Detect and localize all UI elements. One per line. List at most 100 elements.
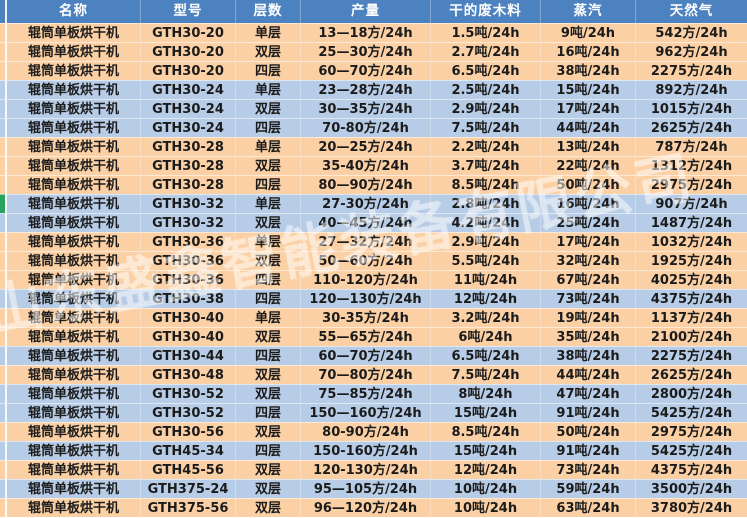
cell-name[interactable]: 辊筒单板烘干机 bbox=[5, 346, 140, 365]
cell-model[interactable]: GTH30-24 bbox=[140, 80, 235, 99]
cell-gas[interactable]: 5425方/24h bbox=[635, 441, 747, 460]
cell-layers[interactable]: 双层 bbox=[235, 422, 300, 441]
table-row[interactable]: 辊筒单板烘干机 GTH30-24 单层 23—28方/24h 2.5吨/24h 15吨/2… bbox=[0, 80, 747, 99]
cell-layers[interactable]: 双层 bbox=[235, 479, 300, 498]
table-row[interactable]: 辊筒单板烘干机 GTH30-48 双层 70—80方/24h 7.5吨/24h 44吨/2… bbox=[0, 365, 747, 384]
cell-layers[interactable]: 四层 bbox=[235, 289, 300, 308]
cell-waste[interactable]: 15吨/24h bbox=[430, 403, 540, 422]
cell-gas[interactable]: 2275方/24h bbox=[635, 346, 747, 365]
cell-output[interactable]: 120—130方/24h bbox=[300, 289, 430, 308]
table-row[interactable]: 辊筒单板烘干机 GTH30-32 双层 40—45方/24h 4.2吨/24h 25吨/2… bbox=[0, 213, 747, 232]
table-row[interactable]: 辊筒单板烘干机 GTH30-36 四层 110-120方/24h 11吨/24h 67吨/… bbox=[0, 270, 747, 289]
cell-name[interactable]: 辊筒单板烘干机 bbox=[5, 23, 140, 42]
cell-waste[interactable]: 3.7吨/24h bbox=[430, 156, 540, 175]
cell-name[interactable]: 辊筒单板烘干机 bbox=[5, 289, 140, 308]
cell-output[interactable]: 95—105方/24h bbox=[300, 479, 430, 498]
table-row[interactable]: 辊筒单板烘干机 GTH30-36 双层 50—60方/24h 5.5吨/24h 32吨/2… bbox=[0, 251, 747, 270]
cell-gas[interactable]: 907方/24h bbox=[635, 194, 747, 213]
cell-name[interactable]: 辊筒单板烘干机 bbox=[5, 175, 140, 194]
cell-waste[interactable]: 2.7吨/24h bbox=[430, 42, 540, 61]
cell-name[interactable]: 辊筒单板烘干机 bbox=[5, 99, 140, 118]
cell-output[interactable]: 80-90方/24h bbox=[300, 422, 430, 441]
cell-steam[interactable]: 67吨/24h bbox=[540, 270, 635, 289]
table-row[interactable]: 辊筒单板烘干机 GTH30-20 单层 13—18方/24h 1.5吨/24h 9吨/24… bbox=[0, 23, 747, 42]
cell-layers[interactable]: 单层 bbox=[235, 23, 300, 42]
cell-output[interactable]: 30-35方/24h bbox=[300, 308, 430, 327]
cell-layers[interactable]: 双层 bbox=[235, 99, 300, 118]
cell-gas[interactable]: 1487方/24h bbox=[635, 213, 747, 232]
cell-output[interactable]: 150—160方/24h bbox=[300, 403, 430, 422]
cell-name[interactable]: 辊筒单板烘干机 bbox=[5, 194, 140, 213]
cell-layers[interactable]: 四层 bbox=[235, 61, 300, 80]
cell-name[interactable]: 辊筒单板烘干机 bbox=[5, 251, 140, 270]
cell-gas[interactable]: 1312方/24h bbox=[635, 156, 747, 175]
cell-gas[interactable]: 787方/24h bbox=[635, 137, 747, 156]
cell-name[interactable]: 辊筒单板烘干机 bbox=[5, 42, 140, 61]
cell-layers[interactable]: 双层 bbox=[235, 156, 300, 175]
cell-steam[interactable]: 35吨/24h bbox=[540, 327, 635, 346]
cell-output[interactable]: 80—90方/24h bbox=[300, 175, 430, 194]
cell-model[interactable]: GTH30-32 bbox=[140, 213, 235, 232]
cell-output[interactable]: 23—28方/24h bbox=[300, 80, 430, 99]
cell-layers[interactable]: 双层 bbox=[235, 365, 300, 384]
cell-gas[interactable]: 4375方/24h bbox=[635, 460, 747, 479]
cell-steam[interactable]: 50吨/24h bbox=[540, 175, 635, 194]
cell-gas[interactable]: 2625方/24h bbox=[635, 365, 747, 384]
cell-steam[interactable]: 73吨/24h bbox=[540, 289, 635, 308]
cell-gas[interactable]: 5425方/24h bbox=[635, 403, 747, 422]
header-cell-steam[interactable]: 蒸汽 bbox=[540, 0, 635, 23]
header-cell-output[interactable]: 产量 bbox=[300, 0, 430, 23]
table-row[interactable]: 辊筒单板烘干机 GTH45-34 四层 150-160方/24h 15吨/24h 91吨/… bbox=[0, 441, 747, 460]
cell-waste[interactable]: 15吨/24h bbox=[430, 441, 540, 460]
cell-name[interactable]: 辊筒单板烘干机 bbox=[5, 308, 140, 327]
table-row[interactable]: 辊筒单板烘干机 GTH30-40 单层 30-35方/24h 3.2吨/24h 19吨/2… bbox=[0, 308, 747, 327]
cell-steam[interactable]: 50吨/24h bbox=[540, 422, 635, 441]
cell-gas[interactable]: 2800方/24h bbox=[635, 384, 747, 403]
cell-steam[interactable]: 19吨/24h bbox=[540, 308, 635, 327]
cell-output[interactable]: 27—32方/24h bbox=[300, 232, 430, 251]
cell-model[interactable]: GTH30-36 bbox=[140, 232, 235, 251]
table-row[interactable]: 辊筒单板烘干机 GTH30-24 四层 70-80方/24h 7.5吨/24h 44吨/2… bbox=[0, 118, 747, 137]
cell-waste[interactable]: 1.5吨/24h bbox=[430, 23, 540, 42]
cell-model[interactable]: GTH30-20 bbox=[140, 23, 235, 42]
cell-steam[interactable]: 44吨/24h bbox=[540, 365, 635, 384]
cell-model[interactable]: GTH30-36 bbox=[140, 270, 235, 289]
table-row[interactable]: 辊筒单板烘干机 GTH30-52 双层 75—85方/24h 8吨/24h 47吨/24h… bbox=[0, 384, 747, 403]
cell-layers[interactable]: 四层 bbox=[235, 118, 300, 137]
cell-model[interactable]: GTH30-40 bbox=[140, 308, 235, 327]
cell-name[interactable]: 辊筒单板烘干机 bbox=[5, 232, 140, 251]
cell-model[interactable]: GTH30-56 bbox=[140, 422, 235, 441]
cell-output[interactable]: 96—120方/24h bbox=[300, 498, 430, 517]
cell-gas[interactable]: 542方/24h bbox=[635, 23, 747, 42]
cell-steam[interactable]: 17吨/24h bbox=[540, 99, 635, 118]
cell-name[interactable]: 辊筒单板烘干机 bbox=[5, 270, 140, 289]
cell-waste[interactable]: 8.5吨/24h bbox=[430, 422, 540, 441]
cell-gas[interactable]: 3780方/24h bbox=[635, 498, 747, 517]
cell-gas[interactable]: 1925方/24h bbox=[635, 251, 747, 270]
cell-steam[interactable]: 16吨/24h bbox=[540, 42, 635, 61]
cell-model[interactable]: GTH30-24 bbox=[140, 99, 235, 118]
cell-waste[interactable]: 5.5吨/24h bbox=[430, 251, 540, 270]
cell-output[interactable]: 60—70方/24h bbox=[300, 61, 430, 80]
cell-model[interactable]: GTH45-34 bbox=[140, 441, 235, 460]
cell-steam[interactable]: 59吨/24h bbox=[540, 479, 635, 498]
cell-waste[interactable]: 12吨/24h bbox=[430, 460, 540, 479]
header-cell-layers[interactable]: 层数 bbox=[235, 0, 300, 23]
cell-name[interactable]: 辊筒单板烘干机 bbox=[5, 213, 140, 232]
cell-waste[interactable]: 6吨/24h bbox=[430, 327, 540, 346]
cell-name[interactable]: 辊筒单板烘干机 bbox=[5, 61, 140, 80]
cell-output[interactable]: 27-30方/24h bbox=[300, 194, 430, 213]
cell-layers[interactable]: 四层 bbox=[235, 270, 300, 289]
cell-name[interactable]: 辊筒单板烘干机 bbox=[5, 156, 140, 175]
cell-model[interactable]: GTH30-32 bbox=[140, 194, 235, 213]
cell-model[interactable]: GTH30-40 bbox=[140, 327, 235, 346]
cell-steam[interactable]: 91吨/24h bbox=[540, 403, 635, 422]
table-row[interactable]: 辊筒单板烘干机 GTH30-20 四层 60—70方/24h 6.5吨/24h 38吨/2… bbox=[0, 61, 747, 80]
cell-waste[interactable]: 2.8吨/24h bbox=[430, 194, 540, 213]
cell-layers[interactable]: 双层 bbox=[235, 327, 300, 346]
cell-model[interactable]: GTH375-56 bbox=[140, 498, 235, 517]
cell-gas[interactable]: 2100方/24h bbox=[635, 327, 747, 346]
cell-gas[interactable]: 3500方/24h bbox=[635, 479, 747, 498]
cell-waste[interactable]: 10吨/24h bbox=[430, 479, 540, 498]
cell-gas[interactable]: 2975方/24h bbox=[635, 175, 747, 194]
